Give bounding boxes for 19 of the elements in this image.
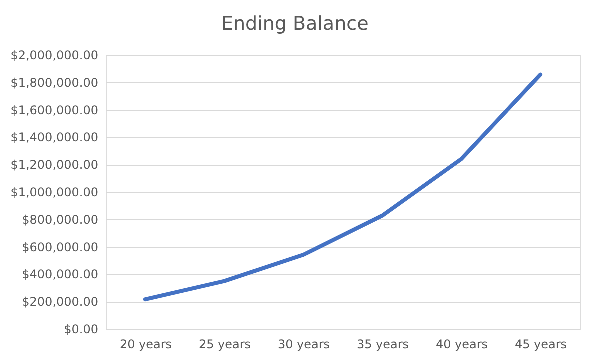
y-tick-label: $1,400,000.00: [10, 130, 98, 145]
y-tick-label: $800,000.00: [22, 212, 98, 227]
x-tick-label: 45 years: [514, 338, 568, 352]
x-tick-label: 35 years: [356, 338, 410, 352]
y-tick-label: $1,800,000.00: [10, 76, 98, 90]
y-tick-label: $1,200,000.00: [10, 158, 98, 172]
line-series: [144, 72, 542, 302]
y-tick-label: $400,000.00: [22, 268, 98, 282]
y-tick-label: $0.00: [64, 322, 98, 336]
y-tick-label: $200,000.00: [22, 295, 98, 310]
x-tick-label: 25 years: [198, 338, 252, 352]
y-tick-label: $600,000.00: [22, 240, 98, 254]
y-tick-label: $1,000,000.00: [10, 186, 98, 200]
x-tick-label: 20 years: [120, 338, 172, 352]
y-tick-label: $2,000,000.00: [10, 48, 98, 62]
x-tick-label: 30 years: [278, 338, 330, 352]
y-tick-label: $1,600,000.00: [10, 103, 98, 118]
x-tick-label: 40 years: [436, 338, 488, 352]
chart-title: Ending Balance: [221, 13, 369, 35]
